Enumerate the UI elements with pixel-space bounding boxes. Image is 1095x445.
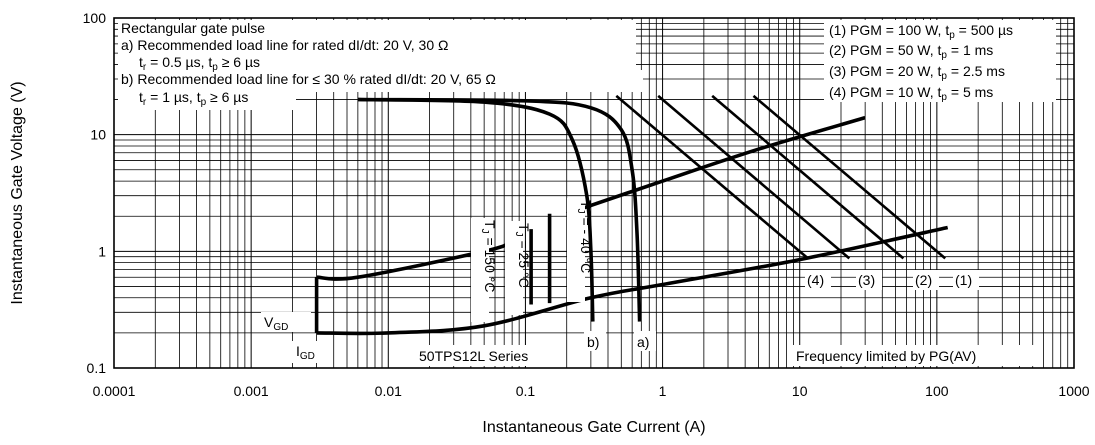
freq-box-bg bbox=[791, 345, 1036, 366]
legend-box bbox=[824, 20, 1056, 102]
x-tick-label: 0.1 bbox=[516, 383, 536, 399]
x-tick-label: 1000 bbox=[1058, 383, 1089, 399]
pgm-3-label: (3) bbox=[858, 272, 875, 288]
tj25-label: TJ = 25 °C bbox=[513, 223, 532, 288]
pgm-2-label: (2) bbox=[915, 272, 932, 288]
x-axis-label: Instantaneous Gate Current (A) bbox=[482, 419, 705, 436]
curve-pgm-1 bbox=[752, 94, 947, 260]
note-line-3: tr = 0.5 µs, tp ≥ 6 µs bbox=[139, 54, 260, 73]
note-line-1: Rectangular gate pulse bbox=[121, 20, 265, 36]
y-tick-label: 0.1 bbox=[87, 360, 107, 376]
tjm40-label-bg bbox=[567, 198, 585, 302]
label-1-bg bbox=[953, 270, 979, 290]
curve-vgt-lower-limit bbox=[316, 225, 949, 336]
legend-item-2: (2) PGM = 50 W, tp = 1 ms bbox=[829, 42, 993, 61]
pgm-4-label: (4) bbox=[807, 272, 824, 288]
legend-item-1: (1) PGM = 100 W, tp = 500 µs bbox=[829, 22, 1013, 41]
load-line-b-label: b) bbox=[587, 334, 599, 350]
x-tick-labels: 0.0001 0.001 0.01 0.1 1 10 100 1000 bbox=[93, 383, 1090, 399]
pgm-1-label: (1) bbox=[955, 272, 972, 288]
legend-item-4: (4) PGM = 10 W, tp = 5 ms bbox=[829, 84, 993, 103]
tjm40-label: TJ = - 40 °C bbox=[575, 200, 594, 273]
pgm-legend: (1) PGM = 100 W, tp = 500 µs (2) PGM = 5… bbox=[824, 20, 1056, 103]
chart-curves bbox=[314, 94, 949, 336]
note-box-bottom-wide bbox=[118, 70, 643, 92]
curve-pgm-2 bbox=[711, 94, 905, 260]
recommended-load-note: Rectangular gate pulse a) Recommended lo… bbox=[118, 20, 643, 110]
plot-frame bbox=[113, 17, 1075, 369]
load-line-a-label: a) bbox=[637, 334, 649, 350]
label-3-bg bbox=[856, 270, 882, 290]
tj150-label-bg bbox=[471, 218, 489, 322]
label-a-bg bbox=[634, 331, 656, 351]
igd-label-bg bbox=[292, 341, 328, 363]
x-tick-label: 0.01 bbox=[375, 383, 402, 399]
curve-pgm-4 bbox=[615, 94, 809, 260]
frequency-note: Frequency limited by PG(AV) bbox=[796, 348, 976, 364]
label-2-bg bbox=[913, 270, 939, 290]
y-tick-label: 10 bbox=[90, 127, 106, 143]
note-box-top bbox=[118, 20, 636, 70]
curve-load-line-a bbox=[357, 97, 642, 322]
legend-item-3: (3) PGM = 20 W, tp = 2.5 ms bbox=[829, 63, 1005, 82]
label-4-bg bbox=[805, 270, 831, 290]
curve-pgm-3 bbox=[657, 94, 851, 260]
vgd-label-bg bbox=[261, 312, 311, 332]
x-tick-label: 1 bbox=[659, 383, 667, 399]
series-box-bg bbox=[413, 345, 566, 366]
curve-vgt-upper-limit-hi bbox=[566, 115, 866, 216]
note-line-5: tr = 1 µs, tp ≥ 6 µs bbox=[139, 89, 248, 108]
x-tick-label: 0.001 bbox=[234, 383, 269, 399]
x-tick-label: 100 bbox=[925, 383, 949, 399]
tj25-label-bg bbox=[505, 221, 523, 315]
series-label: 50TPS12L Series bbox=[419, 348, 528, 364]
x-tick-label: 10 bbox=[792, 383, 808, 399]
note-line-4: b) Recommended load line for ≤ 30 % rate… bbox=[121, 71, 496, 87]
curve-load-line-b bbox=[357, 97, 595, 322]
y-tick-label: 100 bbox=[83, 10, 107, 26]
curve-vgt-upper-limit bbox=[316, 240, 513, 281]
x-tick-label: 0.0001 bbox=[93, 383, 136, 399]
note-line-2: a) Recommended load line for rated dI/dt… bbox=[121, 37, 448, 53]
label-b-bg bbox=[584, 331, 606, 351]
y-axis-label: Instantaneous Gate Voltage (V) bbox=[9, 81, 26, 304]
y-tick-label: 1 bbox=[98, 243, 106, 259]
tj150-label: TJ = 150 °C bbox=[479, 220, 498, 292]
y-tick-labels: 0.1 1 10 100 bbox=[83, 10, 107, 376]
